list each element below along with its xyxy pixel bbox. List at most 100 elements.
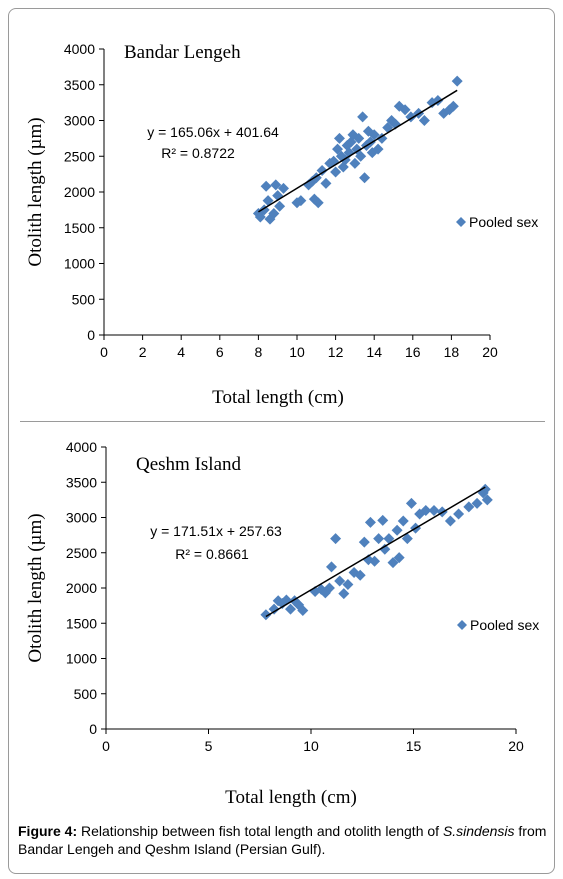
y-axis-title: Otolith length (µm) bbox=[25, 117, 46, 266]
data-point bbox=[372, 143, 384, 155]
data-point bbox=[295, 195, 307, 207]
x-tick-label: 5 bbox=[205, 738, 213, 754]
data-point bbox=[479, 483, 491, 495]
x-tick-label: 8 bbox=[255, 344, 263, 360]
y-tick-label: 2500 bbox=[64, 148, 95, 164]
data-point bbox=[357, 111, 369, 123]
legend-marker bbox=[457, 620, 467, 630]
data-point bbox=[285, 603, 296, 615]
regression-equation: y = 171.51x + 257.63 bbox=[150, 523, 282, 539]
y-tick-label: 0 bbox=[87, 327, 95, 343]
y-tick-label: 4000 bbox=[66, 439, 97, 455]
y-tick-label: 1000 bbox=[64, 256, 95, 272]
x-tick-label: 6 bbox=[216, 344, 224, 360]
data-point bbox=[397, 515, 409, 527]
y-tick-label: 1500 bbox=[64, 220, 95, 236]
y-tick-label: 4000 bbox=[64, 41, 95, 57]
data-point bbox=[342, 578, 354, 590]
data-point bbox=[354, 569, 366, 581]
figure-frame bbox=[8, 8, 555, 874]
x-tick-label: 0 bbox=[102, 738, 110, 754]
x-axis-title: Total length (cm) bbox=[212, 387, 344, 408]
data-point bbox=[393, 552, 405, 564]
data-point bbox=[316, 165, 328, 177]
chart-qeshm-island: Qeshm Island Total length (cm) Otolith l… bbox=[25, 439, 539, 808]
y-tick-label: 500 bbox=[74, 686, 98, 702]
x-tick-label: 18 bbox=[444, 344, 460, 360]
y-tick-label: 1000 bbox=[66, 651, 97, 667]
y-tick-label: 3500 bbox=[64, 77, 95, 93]
data-point bbox=[471, 497, 483, 509]
caption-text-before: Relationship between fish total length a… bbox=[77, 823, 443, 839]
data-point bbox=[330, 166, 342, 178]
legend-marker bbox=[456, 217, 466, 227]
data-point bbox=[387, 557, 399, 569]
data-point bbox=[451, 75, 463, 87]
data-point bbox=[355, 150, 367, 162]
y-tick-label: 2000 bbox=[66, 580, 97, 596]
data-point bbox=[268, 207, 280, 219]
y-tick-label: 2000 bbox=[64, 184, 95, 200]
data-point bbox=[453, 508, 465, 520]
data-point bbox=[262, 195, 274, 207]
y-tick-label: 0 bbox=[89, 721, 97, 737]
x-tick-label: 2 bbox=[139, 344, 147, 360]
data-point bbox=[401, 533, 413, 545]
data-point bbox=[297, 605, 309, 617]
x-tick-label: 15 bbox=[406, 738, 422, 754]
data-point bbox=[260, 180, 272, 192]
x-tick-label: 4 bbox=[177, 344, 185, 360]
caption-species: S.sindensis bbox=[442, 823, 515, 839]
caption-text-after: from Bandar Lengeh and Qeshm Island (Per… bbox=[18, 823, 547, 857]
legend-label: Pooled sex bbox=[469, 214, 538, 230]
x-tick-label: 0 bbox=[100, 344, 108, 360]
data-point bbox=[312, 197, 324, 209]
y-axis-title: Otolith length (µm) bbox=[25, 513, 46, 662]
figure-caption: Figure 4: Relationship between fish tota… bbox=[18, 822, 553, 858]
legend-label: Pooled sex bbox=[470, 617, 539, 633]
data-point bbox=[369, 555, 381, 567]
data-point bbox=[373, 533, 385, 545]
data-point bbox=[274, 200, 286, 212]
data-point bbox=[358, 536, 370, 548]
x-tick-label: 14 bbox=[366, 344, 382, 360]
data-point bbox=[333, 132, 345, 144]
data-point bbox=[420, 504, 432, 516]
x-axis-title: Total length (cm) bbox=[225, 787, 357, 808]
regression-equation: y = 165.06x + 401.64 bbox=[147, 124, 279, 140]
chart-bandar-lengeh: Bandar Lengeh Total length (cm) Otolith … bbox=[25, 41, 538, 408]
data-point bbox=[399, 104, 411, 116]
x-tick-label: 20 bbox=[508, 738, 524, 754]
x-tick-label: 12 bbox=[328, 344, 344, 360]
trendline bbox=[258, 89, 458, 213]
chart-location-label: Qeshm Island bbox=[136, 454, 242, 475]
data-point bbox=[332, 143, 344, 155]
x-tick-label: 10 bbox=[303, 738, 319, 754]
data-point bbox=[368, 129, 380, 141]
data-point bbox=[315, 583, 327, 595]
data-point bbox=[359, 172, 371, 184]
y-tick-label: 3000 bbox=[64, 113, 95, 129]
panel-divider bbox=[20, 421, 545, 422]
data-point bbox=[338, 588, 350, 600]
data-point bbox=[320, 177, 332, 189]
r-squared: R² = 0.8661 bbox=[175, 546, 249, 562]
trendline bbox=[265, 486, 486, 618]
data-point bbox=[323, 582, 335, 594]
data-point bbox=[376, 132, 388, 144]
x-tick-label: 16 bbox=[405, 344, 421, 360]
data-point bbox=[418, 115, 430, 126]
y-tick-label: 500 bbox=[72, 291, 96, 307]
data-point bbox=[364, 516, 376, 528]
data-point bbox=[330, 533, 342, 545]
data-point bbox=[379, 543, 391, 555]
r-squared: R² = 0.8722 bbox=[161, 145, 235, 161]
data-point bbox=[277, 182, 289, 194]
data-point bbox=[334, 575, 346, 587]
data-point bbox=[260, 609, 272, 621]
data-point bbox=[481, 494, 493, 506]
y-tick-label: 3500 bbox=[66, 474, 97, 490]
data-point bbox=[428, 504, 440, 516]
data-point bbox=[351, 143, 363, 155]
data-point bbox=[447, 100, 459, 112]
